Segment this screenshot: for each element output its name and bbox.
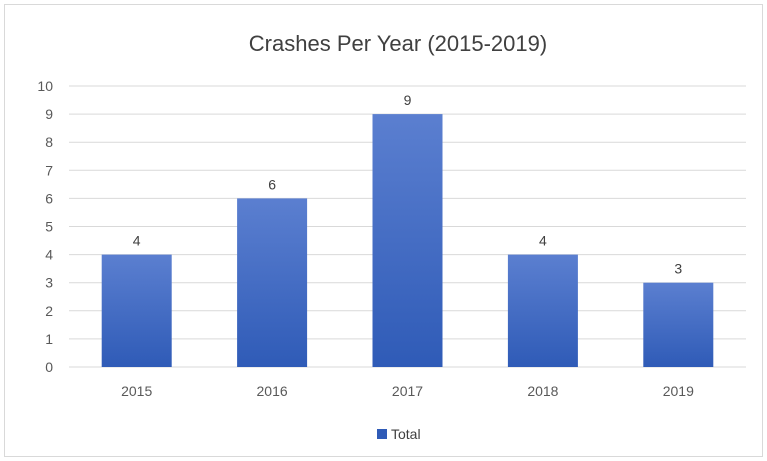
y-tick-label: 6 <box>45 190 53 206</box>
y-tick-label: 3 <box>45 275 53 291</box>
bar-2018 <box>507 254 578 367</box>
data-label-2019: 3 <box>674 261 682 277</box>
y-tick-label: 1 <box>45 331 53 347</box>
y-tick-label: 5 <box>45 219 53 235</box>
legend-swatch-total <box>377 429 387 439</box>
y-tick-label: 0 <box>45 359 53 375</box>
x-tick-label-2019: 2019 <box>663 383 694 399</box>
bar-2019 <box>643 282 714 367</box>
bar-2015 <box>101 254 172 367</box>
x-tick-label-2016: 2016 <box>257 383 288 399</box>
x-tick-label-2017: 2017 <box>392 383 423 399</box>
legend-label-total: Total <box>391 426 421 442</box>
data-label-2015: 4 <box>133 233 141 249</box>
y-tick-label: 9 <box>45 106 53 122</box>
chart-title: Crashes Per Year (2015-2019) <box>249 31 547 56</box>
y-axis-ticks: 0 1 2 3 4 5 6 7 8 9 10 <box>37 78 53 375</box>
bar-2017 <box>372 114 443 367</box>
y-tick-label: 4 <box>45 247 53 263</box>
y-tick-label: 8 <box>45 134 53 150</box>
chart-frame: Crashes Per Year (2015-2019) 0 1 2 3 4 5 6 7 8 9 1… <box>4 4 763 457</box>
data-label-2017: 9 <box>404 92 412 108</box>
y-tick-label: 10 <box>37 78 53 94</box>
y-tick-label: 2 <box>45 303 53 319</box>
x-tick-label-2015: 2015 <box>121 383 152 399</box>
bars <box>101 114 714 367</box>
x-axis-ticks: 2015 2016 2017 2018 2019 <box>121 383 694 399</box>
y-tick-label: 7 <box>45 162 53 178</box>
bar-2016 <box>237 198 308 367</box>
bar-chart: Crashes Per Year (2015-2019) 0 1 2 3 4 5 6 7 8 9 1… <box>37 31 746 442</box>
x-tick-label-2018: 2018 <box>527 383 558 399</box>
data-labels: 4 6 9 4 3 <box>133 92 683 277</box>
data-label-2018: 4 <box>539 233 547 249</box>
data-label-2016: 6 <box>268 176 276 192</box>
legend: Total <box>377 426 421 442</box>
